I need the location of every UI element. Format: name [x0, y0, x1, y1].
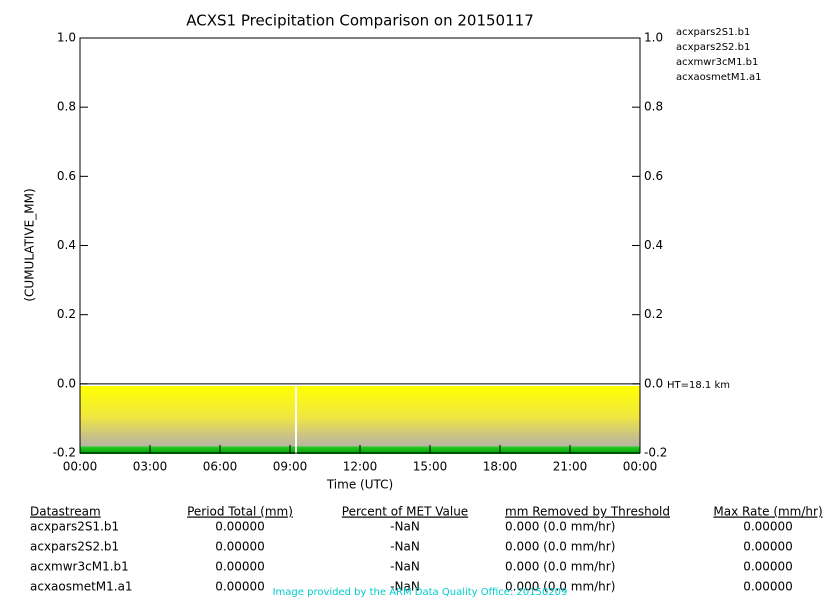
y-tick-label: 0.6: [57, 169, 76, 183]
x-tick-label: 09:00: [273, 460, 308, 474]
table-cell: 0.000 (0.0 mm/hr): [505, 520, 615, 534]
table-cell: 0.00000: [743, 580, 793, 594]
table-header: Percent of MET Value: [342, 505, 468, 519]
y2-tick-label: 0.2: [644, 307, 663, 321]
table-cell: -NaN: [390, 540, 420, 554]
y2-tick-label: 0.8: [644, 100, 663, 114]
table-cell: 0.000 (0.0 mm/hr): [505, 580, 615, 594]
table-cell: acxaosmetM1.a1: [30, 580, 133, 594]
table-header: Max Rate (mm/hr): [713, 505, 822, 519]
legend-entry: acxpars2S2.b1: [676, 42, 750, 53]
legend-entry: acxmwr3cM1.b1: [676, 57, 758, 68]
annotation: HT=18.1 km: [667, 380, 730, 391]
y2-tick-label: -0.2: [644, 446, 667, 460]
y2-tick-label: 1.0: [644, 31, 663, 45]
table-cell: 0.00000: [743, 520, 793, 534]
chart-title: ACXS1 Precipitation Comparison on 201501…: [186, 12, 533, 30]
table-header: mm Removed by Threshold: [505, 505, 670, 519]
y-tick-label: 0.4: [57, 238, 76, 252]
table-cell: -NaN: [390, 520, 420, 534]
y-tick-label: 0.0: [57, 376, 76, 390]
table-cell: 0.000 (0.0 mm/hr): [505, 540, 615, 554]
table-cell: 0.00000: [215, 540, 265, 554]
table-header: Period Total (mm): [187, 505, 293, 519]
table-cell: acxpars2S2.b1: [30, 540, 119, 554]
table-cell: 0.000 (0.0 mm/hr): [505, 560, 615, 574]
x-tick-label: 18:00: [483, 460, 518, 474]
table-header: Datastream: [30, 505, 101, 519]
data-gap: [295, 386, 297, 454]
table-cell: -NaN: [390, 580, 420, 594]
y-tick-label: -0.2: [53, 446, 76, 460]
x-tick-label: 00:00: [623, 460, 658, 474]
x-axis-label: Time (UTC): [326, 478, 393, 492]
x-tick-label: 12:00: [343, 460, 378, 474]
table-cell: acxpars2S1.b1: [30, 520, 119, 534]
y2-tick-label: 0.0: [644, 376, 663, 390]
table-cell: -NaN: [390, 560, 420, 574]
table-cell: 0.00000: [743, 540, 793, 554]
y2-tick-label: 0.6: [644, 169, 663, 183]
x-tick-label: 15:00: [413, 460, 448, 474]
table-cell: 0.00000: [215, 520, 265, 534]
table-cell: 0.00000: [215, 560, 265, 574]
y-tick-label: 1.0: [57, 31, 76, 45]
x-tick-label: 00:00: [63, 460, 98, 474]
y2-tick-label: 0.4: [644, 238, 663, 252]
reflectivity-image: [80, 386, 640, 454]
y-axis-label: (CUMULATIVE_MM): [23, 188, 37, 301]
y-tick-label: 0.2: [57, 307, 76, 321]
x-tick-label: 03:00: [133, 460, 168, 474]
legend-entry: acxpars2S1.b1: [676, 27, 750, 38]
table-cell: 0.00000: [215, 580, 265, 594]
x-tick-label: 06:00: [203, 460, 238, 474]
y-tick-label: 0.8: [57, 100, 76, 114]
table-cell: acxmwr3cM1.b1: [30, 560, 129, 574]
legend-entry: acxaosmetM1.a1: [676, 72, 761, 83]
table-cell: 0.00000: [743, 560, 793, 574]
x-tick-label: 21:00: [553, 460, 588, 474]
footer: Image provided by the ARM Data Quality O…: [273, 587, 568, 598]
